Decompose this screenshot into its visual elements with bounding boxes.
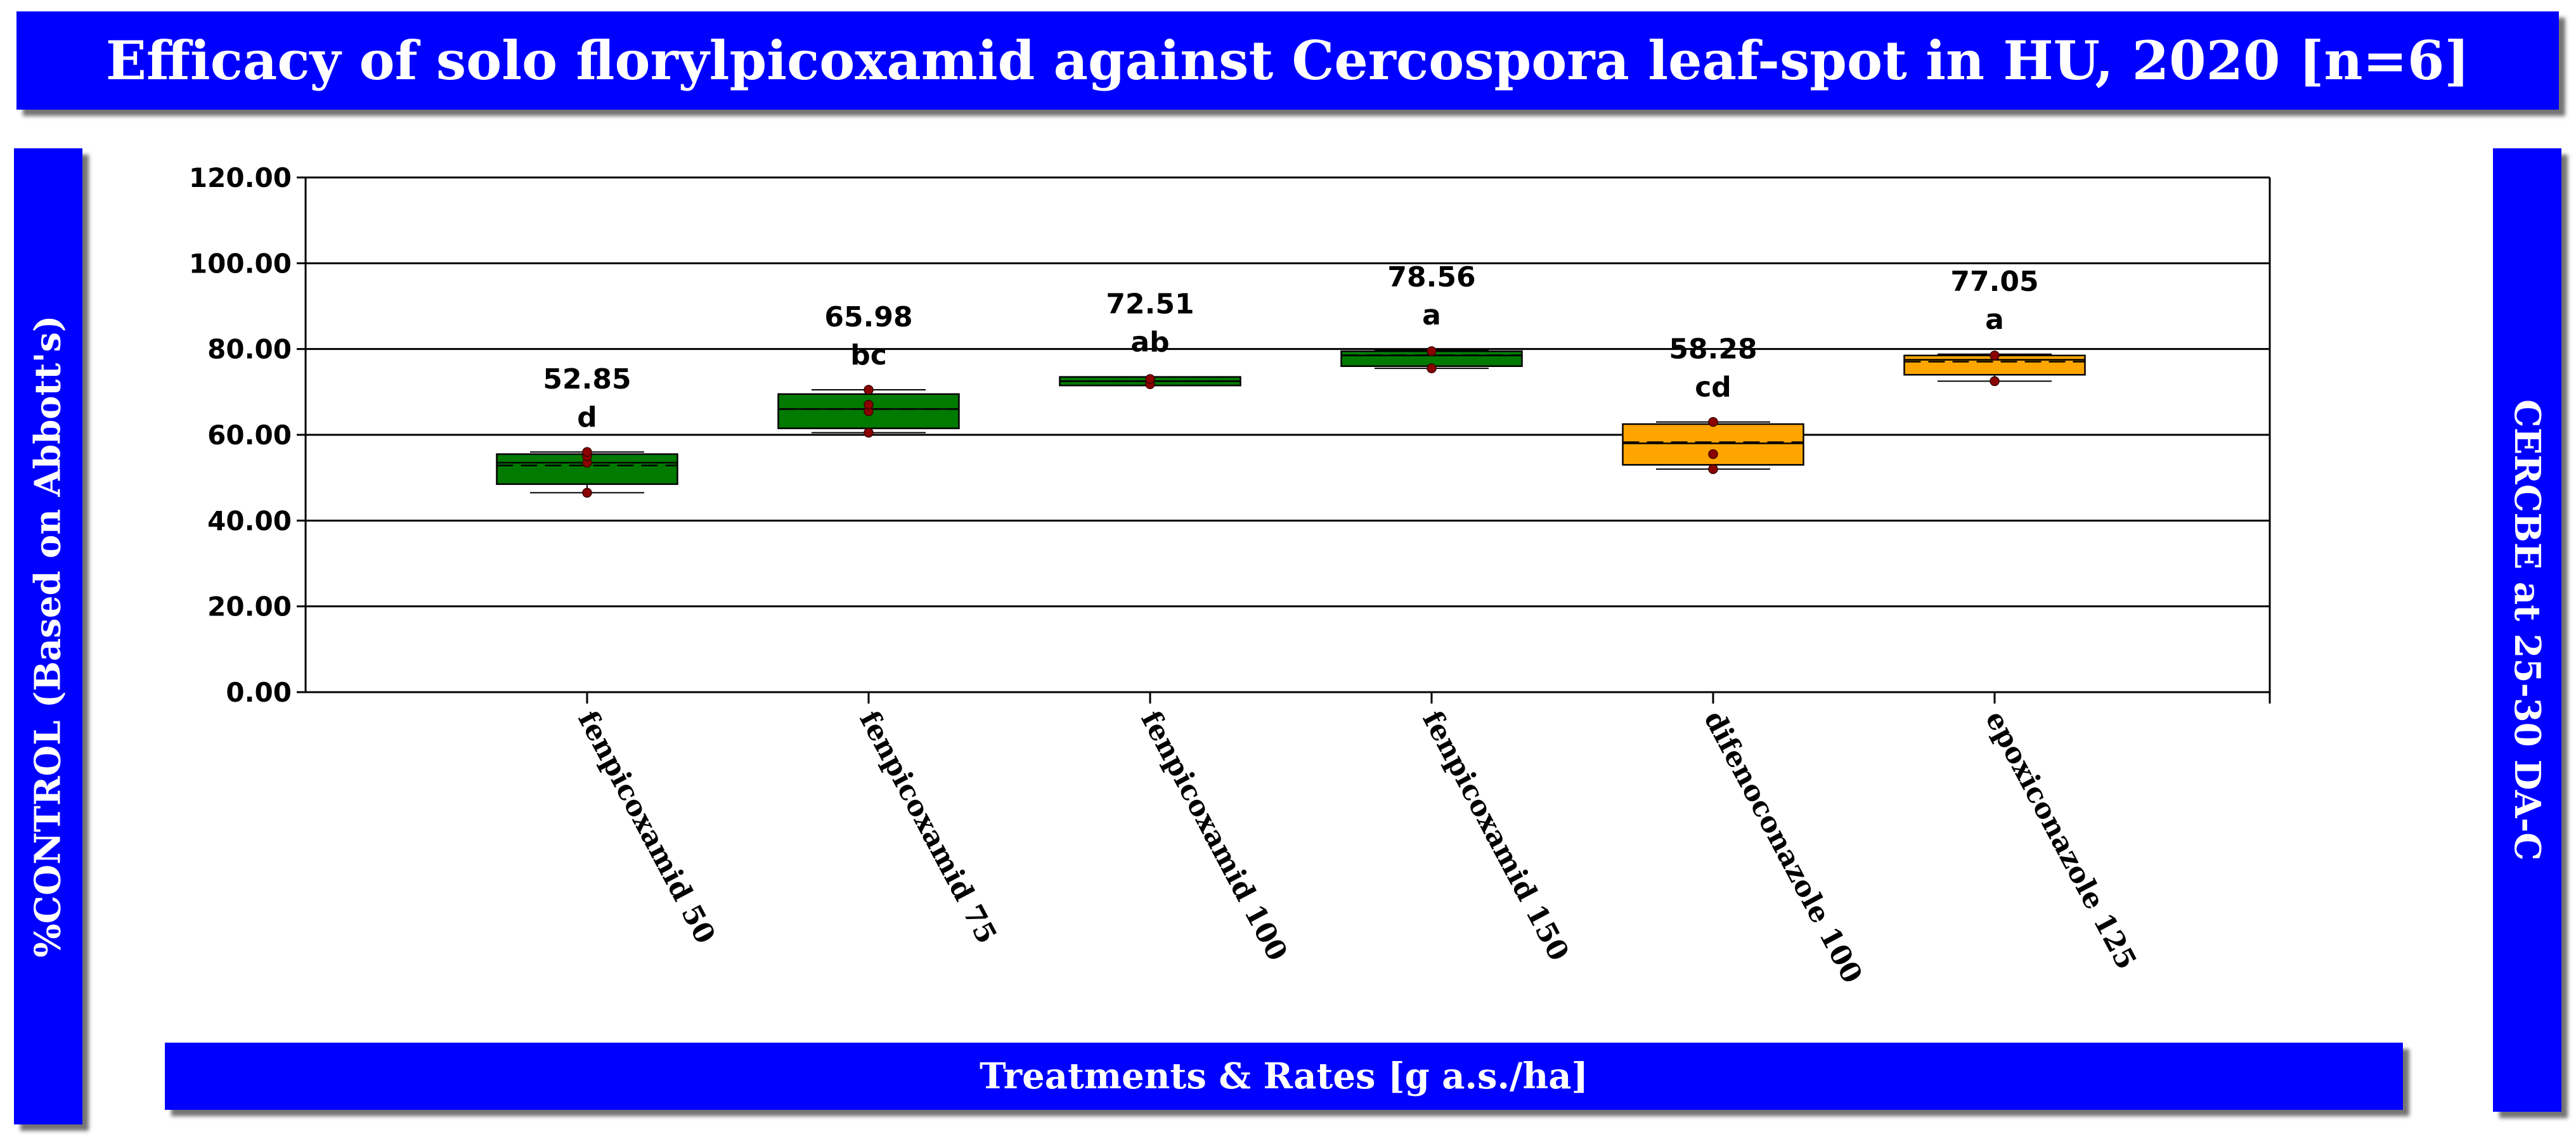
x-axis-label: Treatments & Rates [g a.s./ha]	[980, 1055, 1588, 1097]
assessment-label-banner: CERCBE at 25-30 DA-C	[2493, 148, 2561, 1112]
x-tick-label: fenpicoxamid 50	[571, 705, 722, 949]
y-tick-label: 0.00	[226, 677, 292, 708]
y-tick-label: 80.00	[207, 334, 292, 365]
y-axis-label-banner: %CONTROL (Based on Abbott's)	[14, 148, 82, 1124]
y-tick-label: 40.00	[207, 505, 292, 536]
data-point	[1990, 351, 2000, 361]
x-tick-label: difenoconazole 100	[1697, 705, 1868, 989]
y-tick-label: 100.00	[189, 248, 292, 279]
box-body	[1903, 354, 2086, 376]
significance-letter: ab	[1130, 326, 1169, 359]
data-point	[1427, 346, 1437, 356]
mean-value-label: 78.56	[1387, 261, 1475, 293]
significance-letter: a	[1422, 299, 1441, 331]
data-point	[582, 447, 592, 457]
x-tick-label: fenpicoxamid 150	[1416, 705, 1575, 966]
data-point	[1708, 416, 1718, 427]
significance-letter: bc	[850, 339, 887, 371]
box-plot: 0.00 20.00 40.00 60.00 80.00 100.00 120.00 d 52.…	[189, 162, 2271, 989]
chart-title: Efficacy of solo florylpicoxamid against…	[105, 29, 2470, 92]
data-point	[864, 385, 874, 395]
data-point	[582, 487, 592, 498]
data-point	[1427, 363, 1437, 373]
x-axis-label-banner: Treatments & Rates [g a.s./ha]	[165, 1043, 2403, 1110]
data-point	[1708, 449, 1718, 460]
data-point	[864, 399, 874, 410]
y-tick-label: 120.00	[189, 162, 292, 193]
data-point	[1708, 464, 1718, 474]
data-point	[1990, 376, 2000, 387]
x-tick-label: fenpicoxamid 75	[853, 705, 1003, 949]
y-tick-label: 20.00	[207, 591, 292, 622]
x-tick-label: fenpicoxamid 100	[1134, 705, 1293, 966]
mean-value-label: 65.98	[824, 301, 912, 333]
mean-value-label: 72.51	[1106, 288, 1194, 321]
mean-value-label: 77.05	[1950, 266, 2038, 298]
data-point	[864, 427, 874, 438]
significance-letter: a	[1985, 304, 2004, 336]
x-tick-label: epoxiconazole 125	[1979, 705, 2142, 975]
significance-letter: d	[577, 401, 597, 434]
mean-value-label: 52.85	[543, 363, 631, 396]
mean-value-label: 58.28	[1669, 333, 1757, 366]
y-tick-label: 60.00	[207, 420, 292, 451]
significance-letter: cd	[1695, 371, 1731, 404]
data-point	[1145, 374, 1155, 384]
chart-title-banner: Efficacy of solo florylpicoxamid against…	[16, 11, 2559, 110]
